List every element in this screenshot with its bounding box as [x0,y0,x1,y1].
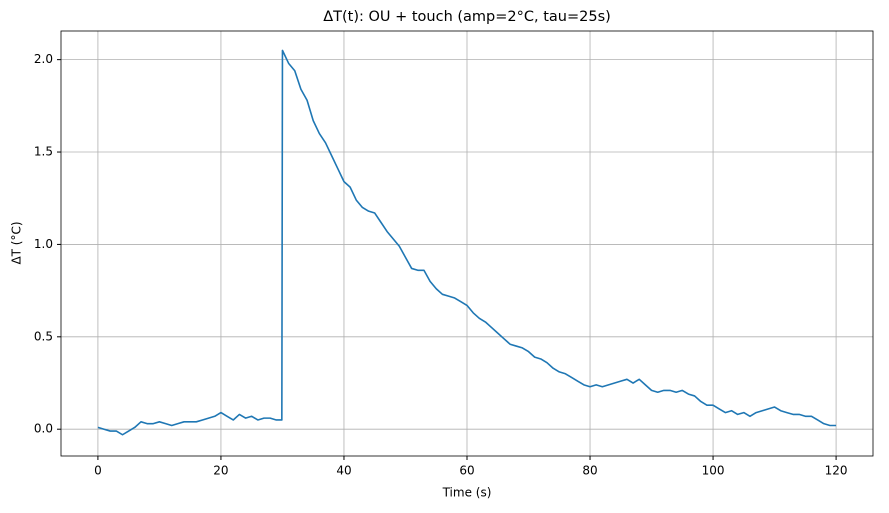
plot-frame [60,30,874,457]
y-tick-label: 0.5 [34,329,53,343]
y-axis-label: ΔT (°C) [10,221,24,264]
y-tick-label: 1.5 [34,145,53,159]
y-tick-label: 2.0 [34,52,53,66]
x-tick-label: 0 [94,464,102,478]
y-tick-label: 0.0 [34,422,53,436]
x-tick-label: 120 [825,464,848,478]
x-tick-label: 40 [336,464,351,478]
chart-title: ΔT(t): OU + touch (amp=2°C, tau=25s) [323,9,611,25]
x-axis-label: Time (s) [442,486,492,500]
data-line [97,49,837,436]
x-tick-label: 60 [459,464,474,478]
x-tick-label: 20 [213,464,228,478]
x-tick-label: 80 [582,464,597,478]
x-tick-label: 100 [702,464,725,478]
y-tick-label: 1.0 [34,237,53,251]
